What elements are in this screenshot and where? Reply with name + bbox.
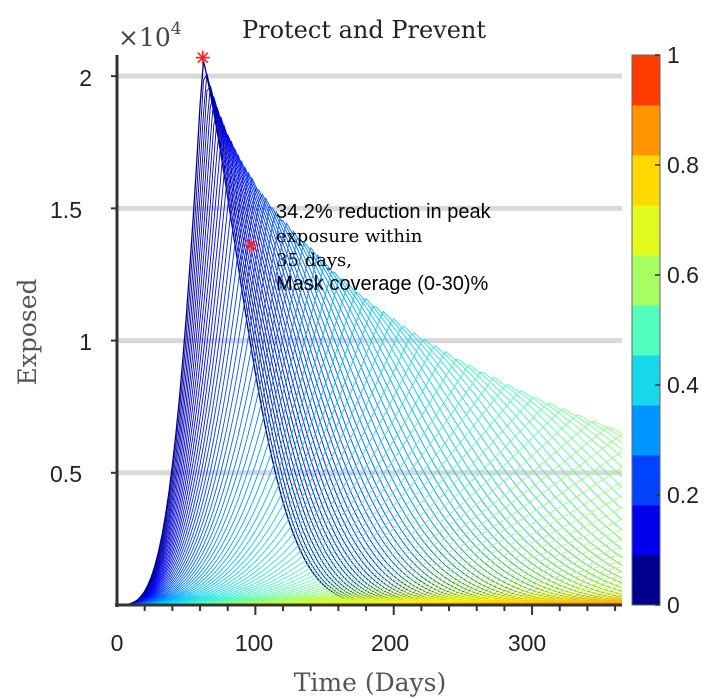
x-tick-labels: 0 100 200 300 [111, 630, 547, 656]
exposure-curve [117, 376, 623, 606]
colorbar-segment [632, 155, 660, 206]
annotation-line-4: Mask coverage (0-30)% [276, 273, 489, 295]
annotation: 34.2% reduction in peak exposure within … [276, 201, 492, 295]
exposure-curve [117, 297, 623, 606]
colorbar-segment [632, 455, 660, 506]
x-tick-label: 200 [371, 630, 409, 656]
annotation-line-2: exposure within [276, 226, 423, 247]
colorbar-tick-label: 1 [667, 42, 680, 68]
colorbar-tick-label: 0.8 [667, 152, 699, 178]
colorbar-segment [632, 55, 660, 106]
y-multiplier: ×104 [118, 19, 182, 52]
colorbar [631, 54, 661, 606]
y-tick-labels: 0.5 1 1.5 2 [50, 65, 92, 487]
y-tick-label: 1.5 [50, 197, 82, 223]
colorbar-tick-label: 0.4 [667, 372, 699, 398]
peak-marker [244, 238, 259, 253]
colorbar-tick-label: 0.2 [667, 482, 699, 508]
exposure-curve [117, 345, 623, 606]
x-tick-label: 100 [235, 630, 273, 656]
chart-title: Protect and Prevent [242, 16, 486, 44]
colorbar-tick-label: 0.6 [667, 262, 699, 288]
y-tick-label: 1 [79, 329, 92, 355]
colorbar-segment [632, 305, 660, 356]
y-tick-label: 2 [79, 65, 92, 91]
colorbar-segment [632, 255, 660, 306]
exposure-curve [117, 318, 623, 606]
x-tick-label: 0 [111, 630, 124, 656]
annotation-line-1: 34.2% reduction in peak [276, 201, 492, 223]
exposure-curve [117, 246, 623, 606]
colorbar-segment [632, 205, 660, 256]
exposure-curve [117, 261, 623, 606]
peak-marker [195, 50, 210, 65]
exposure-curve [117, 230, 623, 606]
exposure-curve [117, 338, 623, 606]
colorbar-segment [632, 405, 660, 456]
colorbar-segment [632, 505, 660, 556]
y-multiplier-exponent: 4 [171, 19, 182, 39]
x-tick-label: 300 [508, 630, 546, 656]
colorbar-segment [632, 555, 660, 606]
peak-markers [195, 50, 259, 253]
exposure-curve [117, 271, 623, 606]
colorbar-tick-labels: 0 0.2 0.4 0.6 0.8 1 [655, 42, 699, 618]
exposure-curve [117, 325, 623, 606]
annotation-line-3: 35 days, [276, 250, 352, 271]
curve-family [117, 60, 623, 606]
exposure-curve [117, 124, 622, 606]
y-multiplier-base: ×10 [118, 23, 171, 52]
exposure-curve [117, 283, 623, 606]
axis-ticks [111, 75, 617, 615]
x-axis-label: Time (Days) [294, 668, 447, 697]
colorbar-tick-label: 0 [667, 592, 680, 618]
exposure-curve [117, 305, 623, 606]
exposure-curve [117, 332, 623, 606]
exposure-curve [117, 359, 623, 606]
exposure-curve [117, 291, 623, 606]
y-tick-label: 0.5 [50, 461, 82, 487]
exposure-curve [117, 350, 623, 606]
y-axis-label: Exposed [13, 278, 42, 385]
colorbar-segment [632, 355, 660, 406]
colorbar-segment [632, 105, 660, 156]
exposure-curve [117, 310, 623, 606]
